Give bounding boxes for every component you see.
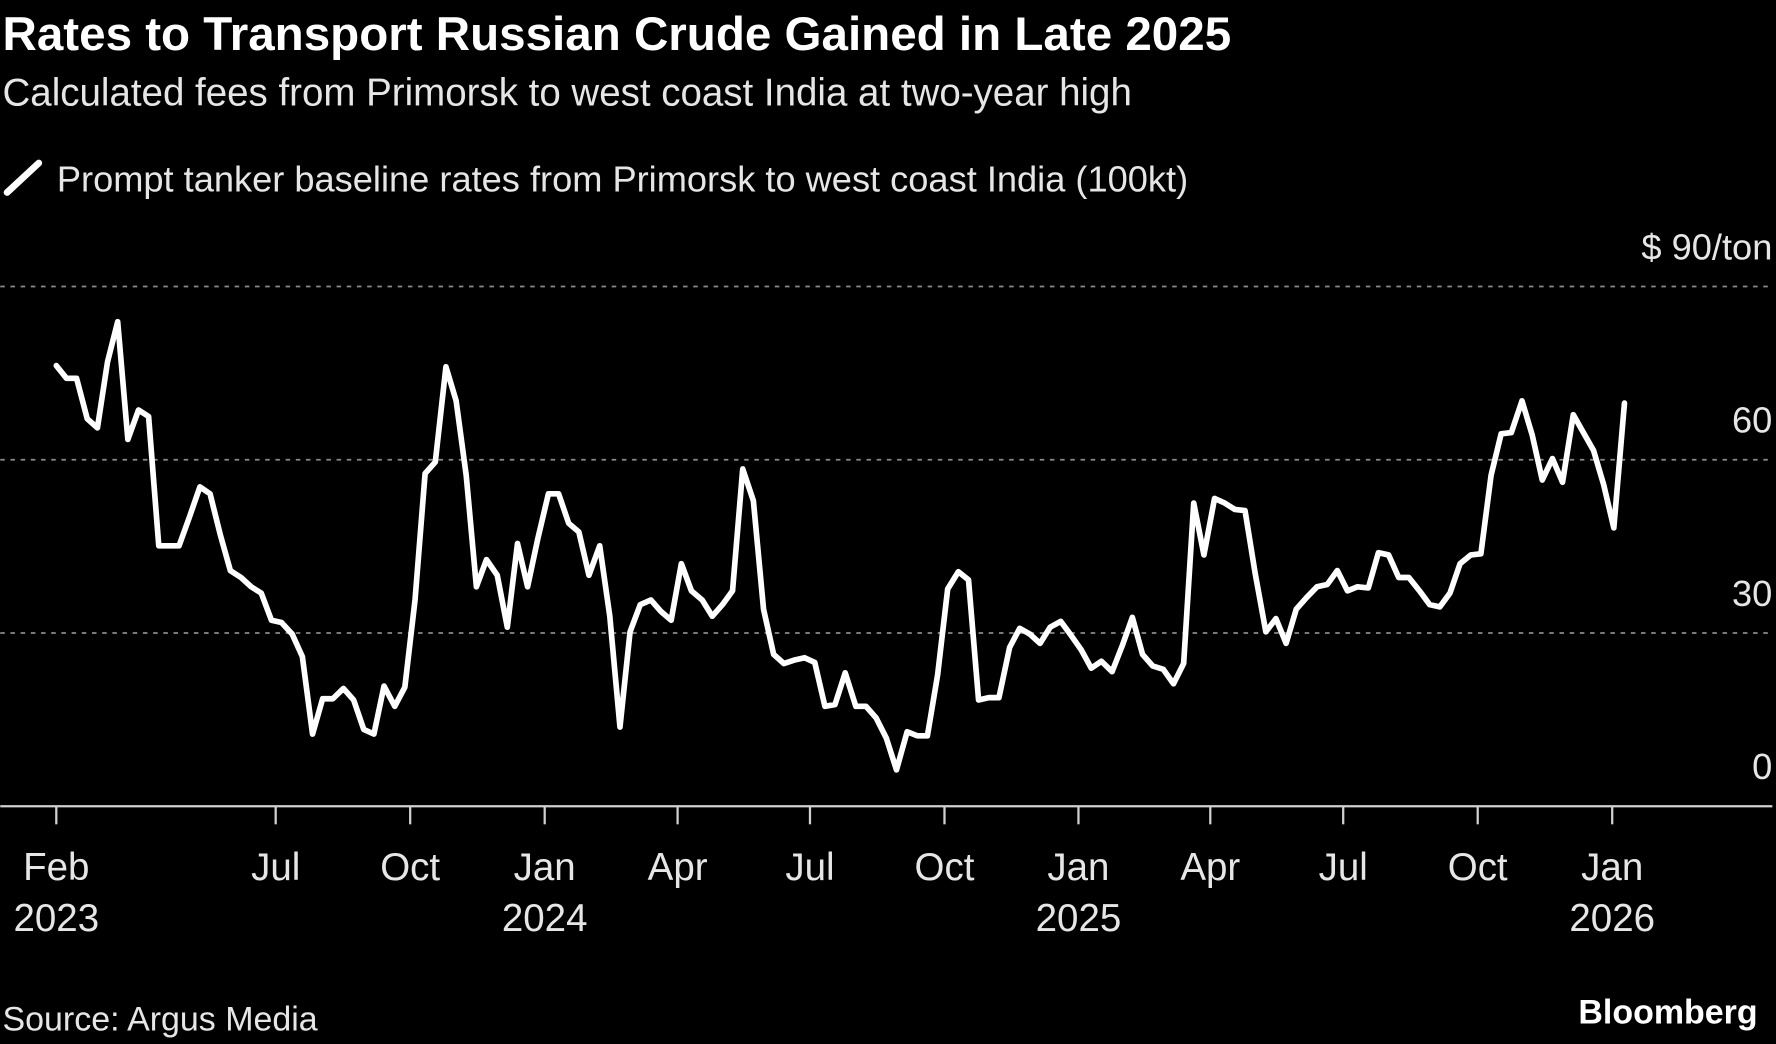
x-tick-label: Feb [23, 846, 89, 889]
x-tick-label: Apr [1180, 846, 1240, 889]
x-tick-label: Jan [514, 846, 576, 889]
x-tick-label: Jul [1319, 846, 1368, 889]
chart-subtitle: Calculated fees from Primorsk to west co… [3, 71, 1132, 114]
x-tick-label: Jul [785, 846, 834, 889]
y-tick-label: 0 [1752, 746, 1772, 787]
y-tick-label: 60 [1732, 400, 1772, 441]
legend-label: Prompt tanker baseline rates from Primor… [57, 158, 1188, 199]
x-tick-year: 2024 [502, 897, 588, 940]
x-tick-label: Jul [251, 846, 300, 889]
x-tick-label: Oct [915, 846, 975, 889]
legend-swatch [3, 159, 43, 196]
brand: Bloomberg [1578, 994, 1757, 1032]
series-line [53, 318, 1628, 773]
chart-title: Rates to Transport Russian Crude Gained … [3, 8, 1232, 61]
x-tick-year: 2023 [13, 897, 99, 940]
x-tick-label: Oct [1448, 846, 1508, 889]
source: Source: Argus Media [3, 1000, 318, 1038]
x-tick-label: Apr [648, 846, 708, 889]
x-tick-label: Jan [1047, 846, 1109, 889]
y-tick-label: 30 [1732, 573, 1772, 614]
y-tick-label: $ 90/ton [1641, 226, 1772, 267]
x-tick-label: Jan [1581, 846, 1643, 889]
x-tick-year: 2026 [1569, 897, 1655, 940]
x-tick-label: Oct [380, 846, 440, 889]
x-tick-year: 2025 [1036, 897, 1122, 940]
